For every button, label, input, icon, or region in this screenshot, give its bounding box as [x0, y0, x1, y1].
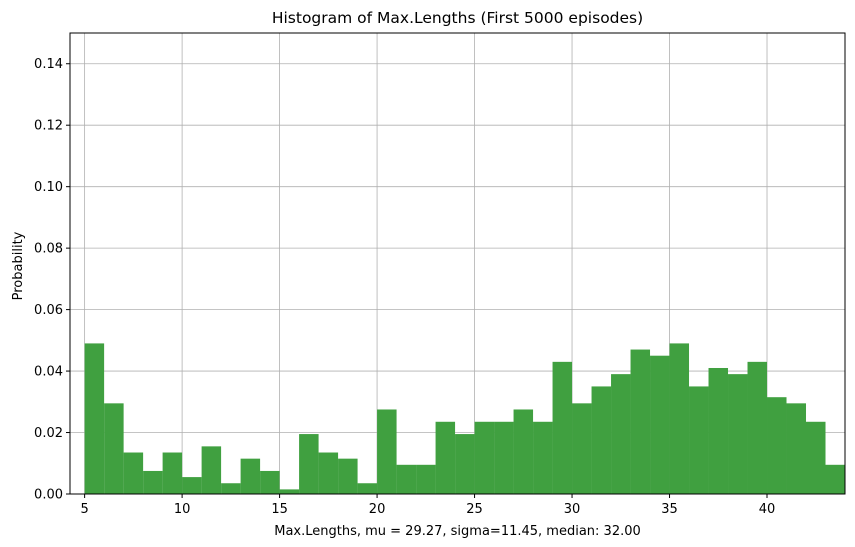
x-tick-label: 15: [271, 502, 288, 517]
histogram-bar: [455, 434, 475, 494]
histogram-bar: [123, 452, 144, 494]
histogram-bar: [825, 464, 845, 494]
histogram-bar: [747, 361, 768, 494]
histogram-bar: [533, 421, 553, 494]
y-axis-label: Probability: [11, 231, 26, 300]
y-tick-label: 0.06: [34, 303, 63, 318]
histogram-bar: [260, 470, 280, 494]
x-tick-label: 30: [564, 502, 581, 517]
histogram-bar: [806, 421, 826, 494]
histogram-bar: [474, 421, 495, 494]
histogram-bar: [728, 374, 748, 494]
chart-title: Histogram of Max.Lengths (First 5000 epi…: [272, 9, 643, 27]
histogram-bar: [143, 470, 163, 494]
histogram-bar: [708, 367, 729, 494]
x-tick-label: 10: [174, 502, 191, 517]
histogram-bar: [786, 403, 807, 494]
y-tick-label: 0.02: [34, 426, 63, 441]
histogram-bar: [650, 355, 670, 494]
x-tick-label: 20: [369, 502, 386, 517]
histogram-bar: [240, 458, 261, 494]
histogram-bar: [591, 386, 612, 494]
y-tick-label: 0.10: [34, 180, 63, 195]
bars-layer: [84, 343, 845, 494]
histogram-bar: [513, 409, 534, 494]
histogram-bar: [338, 458, 358, 494]
histogram-bar: [221, 483, 241, 494]
histogram-bar: [318, 452, 339, 494]
histogram-bar: [182, 477, 202, 494]
histogram-bar: [689, 386, 709, 494]
x-axis-label: Max.Lengths, mu = 29.27, sigma=11.45, me…: [274, 524, 641, 539]
histogram-bar: [162, 452, 183, 494]
histogram-bar: [357, 483, 378, 494]
histogram-bar: [416, 464, 436, 494]
histogram-bar: [767, 397, 787, 494]
histogram-bar: [669, 343, 690, 494]
histogram-bar: [630, 349, 651, 494]
histogram-bar: [396, 464, 417, 494]
histogram-bar: [104, 403, 124, 494]
histogram-bar: [201, 446, 222, 494]
y-tick-label: 0.12: [34, 119, 63, 134]
histogram-bar: [377, 409, 397, 494]
histogram-bar: [279, 489, 300, 494]
x-tick-label: 5: [80, 502, 88, 517]
histogram-bar: [611, 374, 631, 494]
histogram-bar: [494, 421, 514, 494]
histogram-bar: [572, 403, 592, 494]
histogram-bar: [84, 343, 105, 494]
y-tick-label: 0.04: [34, 365, 63, 380]
plot-frame: [69, 32, 846, 495]
histogram-bar: [299, 434, 319, 494]
y-tick-label: 0.00: [34, 488, 63, 503]
x-tick-label: 25: [466, 502, 483, 517]
y-tick-label: 0.08: [34, 242, 63, 257]
histogram-bar: [435, 421, 456, 494]
x-tick-label: 40: [759, 502, 776, 517]
ticks-layer: 5 10 15 20 25 30 35 40 0.00 0.02 0.04 0.06 0.08 0.10 0…: [34, 57, 775, 517]
x-tick-label: 35: [661, 502, 678, 517]
y-tick-label: 0.14: [34, 57, 63, 72]
histogram-bar: [552, 361, 573, 494]
